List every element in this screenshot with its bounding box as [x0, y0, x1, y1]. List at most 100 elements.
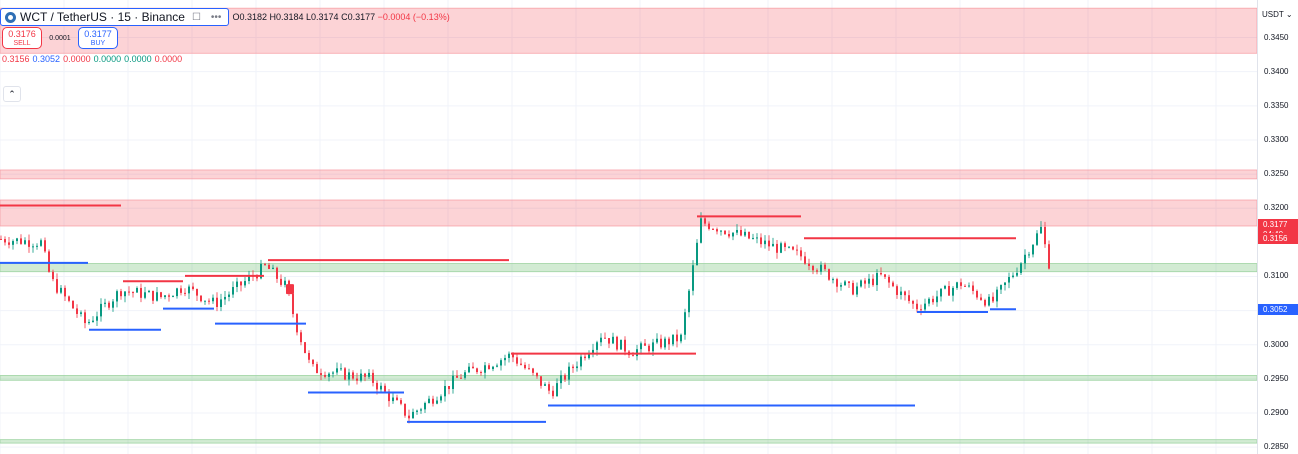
- candle-down: [64, 287, 66, 297]
- indicator-value-3: 0.0000: [93, 54, 122, 64]
- candle-down: [344, 368, 346, 380]
- candle-up: [176, 288, 178, 297]
- candle-down: [488, 365, 490, 370]
- indicator-value-4: 0.0000: [124, 54, 152, 64]
- hide-icon[interactable]: ☐: [191, 11, 201, 23]
- candle-up: [996, 289, 998, 302]
- candle-down: [552, 390, 554, 397]
- candle-down: [356, 378, 358, 381]
- candle-down: [1048, 244, 1050, 269]
- candle-down: [828, 269, 830, 280]
- candle-down: [268, 264, 270, 269]
- chart-legend: WCT / TetherUS · 15 · Binance ☐ ••• O0.3…: [0, 8, 450, 26]
- indicator-value-5: 0.0000: [154, 54, 183, 64]
- candle-up: [928, 298, 930, 304]
- candle-up: [876, 273, 878, 286]
- candle-up: [560, 375, 562, 384]
- candle-up: [496, 365, 498, 367]
- candle-up: [732, 232, 734, 237]
- candle-up: [452, 375, 454, 390]
- candle-down: [396, 397, 398, 401]
- candle-up: [348, 372, 350, 380]
- axis-tick-label: 0.2900: [1264, 408, 1289, 418]
- candle-down: [376, 382, 378, 390]
- symbol-box[interactable]: WCT / TetherUS · 15 · Binance ☐ •••: [0, 8, 230, 26]
- candle-up: [92, 320, 94, 322]
- collapse-legend-button[interactable]: ⌃: [3, 86, 21, 102]
- candle-down: [644, 343, 646, 346]
- candle-down: [120, 291, 122, 297]
- candle-up: [860, 280, 862, 287]
- candle-up: [416, 410, 418, 412]
- sell-price: 0.3176: [8, 29, 36, 39]
- candle-down: [520, 363, 522, 365]
- candle-down: [740, 229, 742, 236]
- candle-down: [372, 372, 374, 383]
- candle-up: [988, 296, 990, 306]
- candle-up: [588, 353, 590, 359]
- candle-down: [312, 359, 314, 365]
- candle-down: [792, 246, 794, 250]
- candle-up: [32, 246, 34, 248]
- more-icon[interactable]: •••: [210, 11, 222, 23]
- candles-layer: [0, 212, 1050, 424]
- candle-up: [756, 237, 758, 239]
- low-line-label: 0.3052: [1258, 304, 1298, 316]
- candle-up: [60, 287, 62, 293]
- wct-logo-icon: [5, 11, 16, 23]
- candle-up: [1024, 254, 1026, 264]
- candle-down: [276, 267, 278, 279]
- axis-tick-label: 0.3000: [1264, 339, 1289, 349]
- candle-up: [600, 337, 602, 343]
- buy-button[interactable]: 0.3177 BUY: [78, 27, 118, 49]
- candle-down: [724, 230, 726, 235]
- candle-up: [380, 385, 382, 390]
- price-chart[interactable]: [0, 0, 1257, 454]
- candle-down: [704, 218, 706, 224]
- candle-down: [168, 295, 170, 297]
- candle-down: [152, 290, 154, 301]
- candle-up: [188, 286, 190, 294]
- candle-up: [156, 292, 158, 301]
- candle-down: [548, 384, 550, 391]
- candle-down: [56, 279, 58, 293]
- candle-down: [20, 238, 22, 244]
- candle-down: [456, 375, 458, 378]
- candle-up: [420, 409, 422, 411]
- candle-down: [68, 296, 70, 301]
- candle-down: [4, 239, 6, 243]
- candle-up: [696, 242, 698, 266]
- candle-up: [272, 267, 274, 269]
- candle-up: [464, 372, 466, 378]
- candle-down: [528, 368, 530, 370]
- candle-up: [212, 297, 214, 302]
- candle-up: [228, 294, 230, 297]
- candle-up: [568, 366, 570, 380]
- close-value: C0.3177: [341, 12, 376, 22]
- candle-up: [444, 385, 446, 397]
- candle-up: [96, 316, 98, 321]
- candle-down: [404, 403, 406, 416]
- candle-up: [136, 288, 138, 293]
- candle-down: [896, 286, 898, 295]
- candle-up: [1000, 285, 1002, 290]
- spread-value: 0.0001: [49, 34, 71, 42]
- symbol-title: WCT / TetherUS · 15 · Binance: [20, 10, 185, 24]
- candle-down: [908, 295, 910, 302]
- candle-up: [336, 368, 338, 373]
- sell-button[interactable]: 0.3176 SELL: [2, 27, 42, 49]
- candle-up: [16, 238, 18, 242]
- candle-up: [504, 357, 506, 361]
- candle-down: [408, 415, 410, 419]
- indicator-value-2: 0.0000: [63, 54, 91, 64]
- candle-down: [524, 364, 526, 369]
- currency-selector[interactable]: USDT ⌄: [1262, 10, 1293, 19]
- candle-down: [304, 342, 306, 353]
- candle-down: [608, 338, 610, 344]
- indicator-value-1: 0.3052: [32, 54, 61, 64]
- candle-up: [868, 278, 870, 284]
- candle-down: [316, 364, 318, 374]
- candle-up: [924, 303, 926, 310]
- candle-down: [604, 337, 606, 339]
- candle-down: [308, 352, 310, 360]
